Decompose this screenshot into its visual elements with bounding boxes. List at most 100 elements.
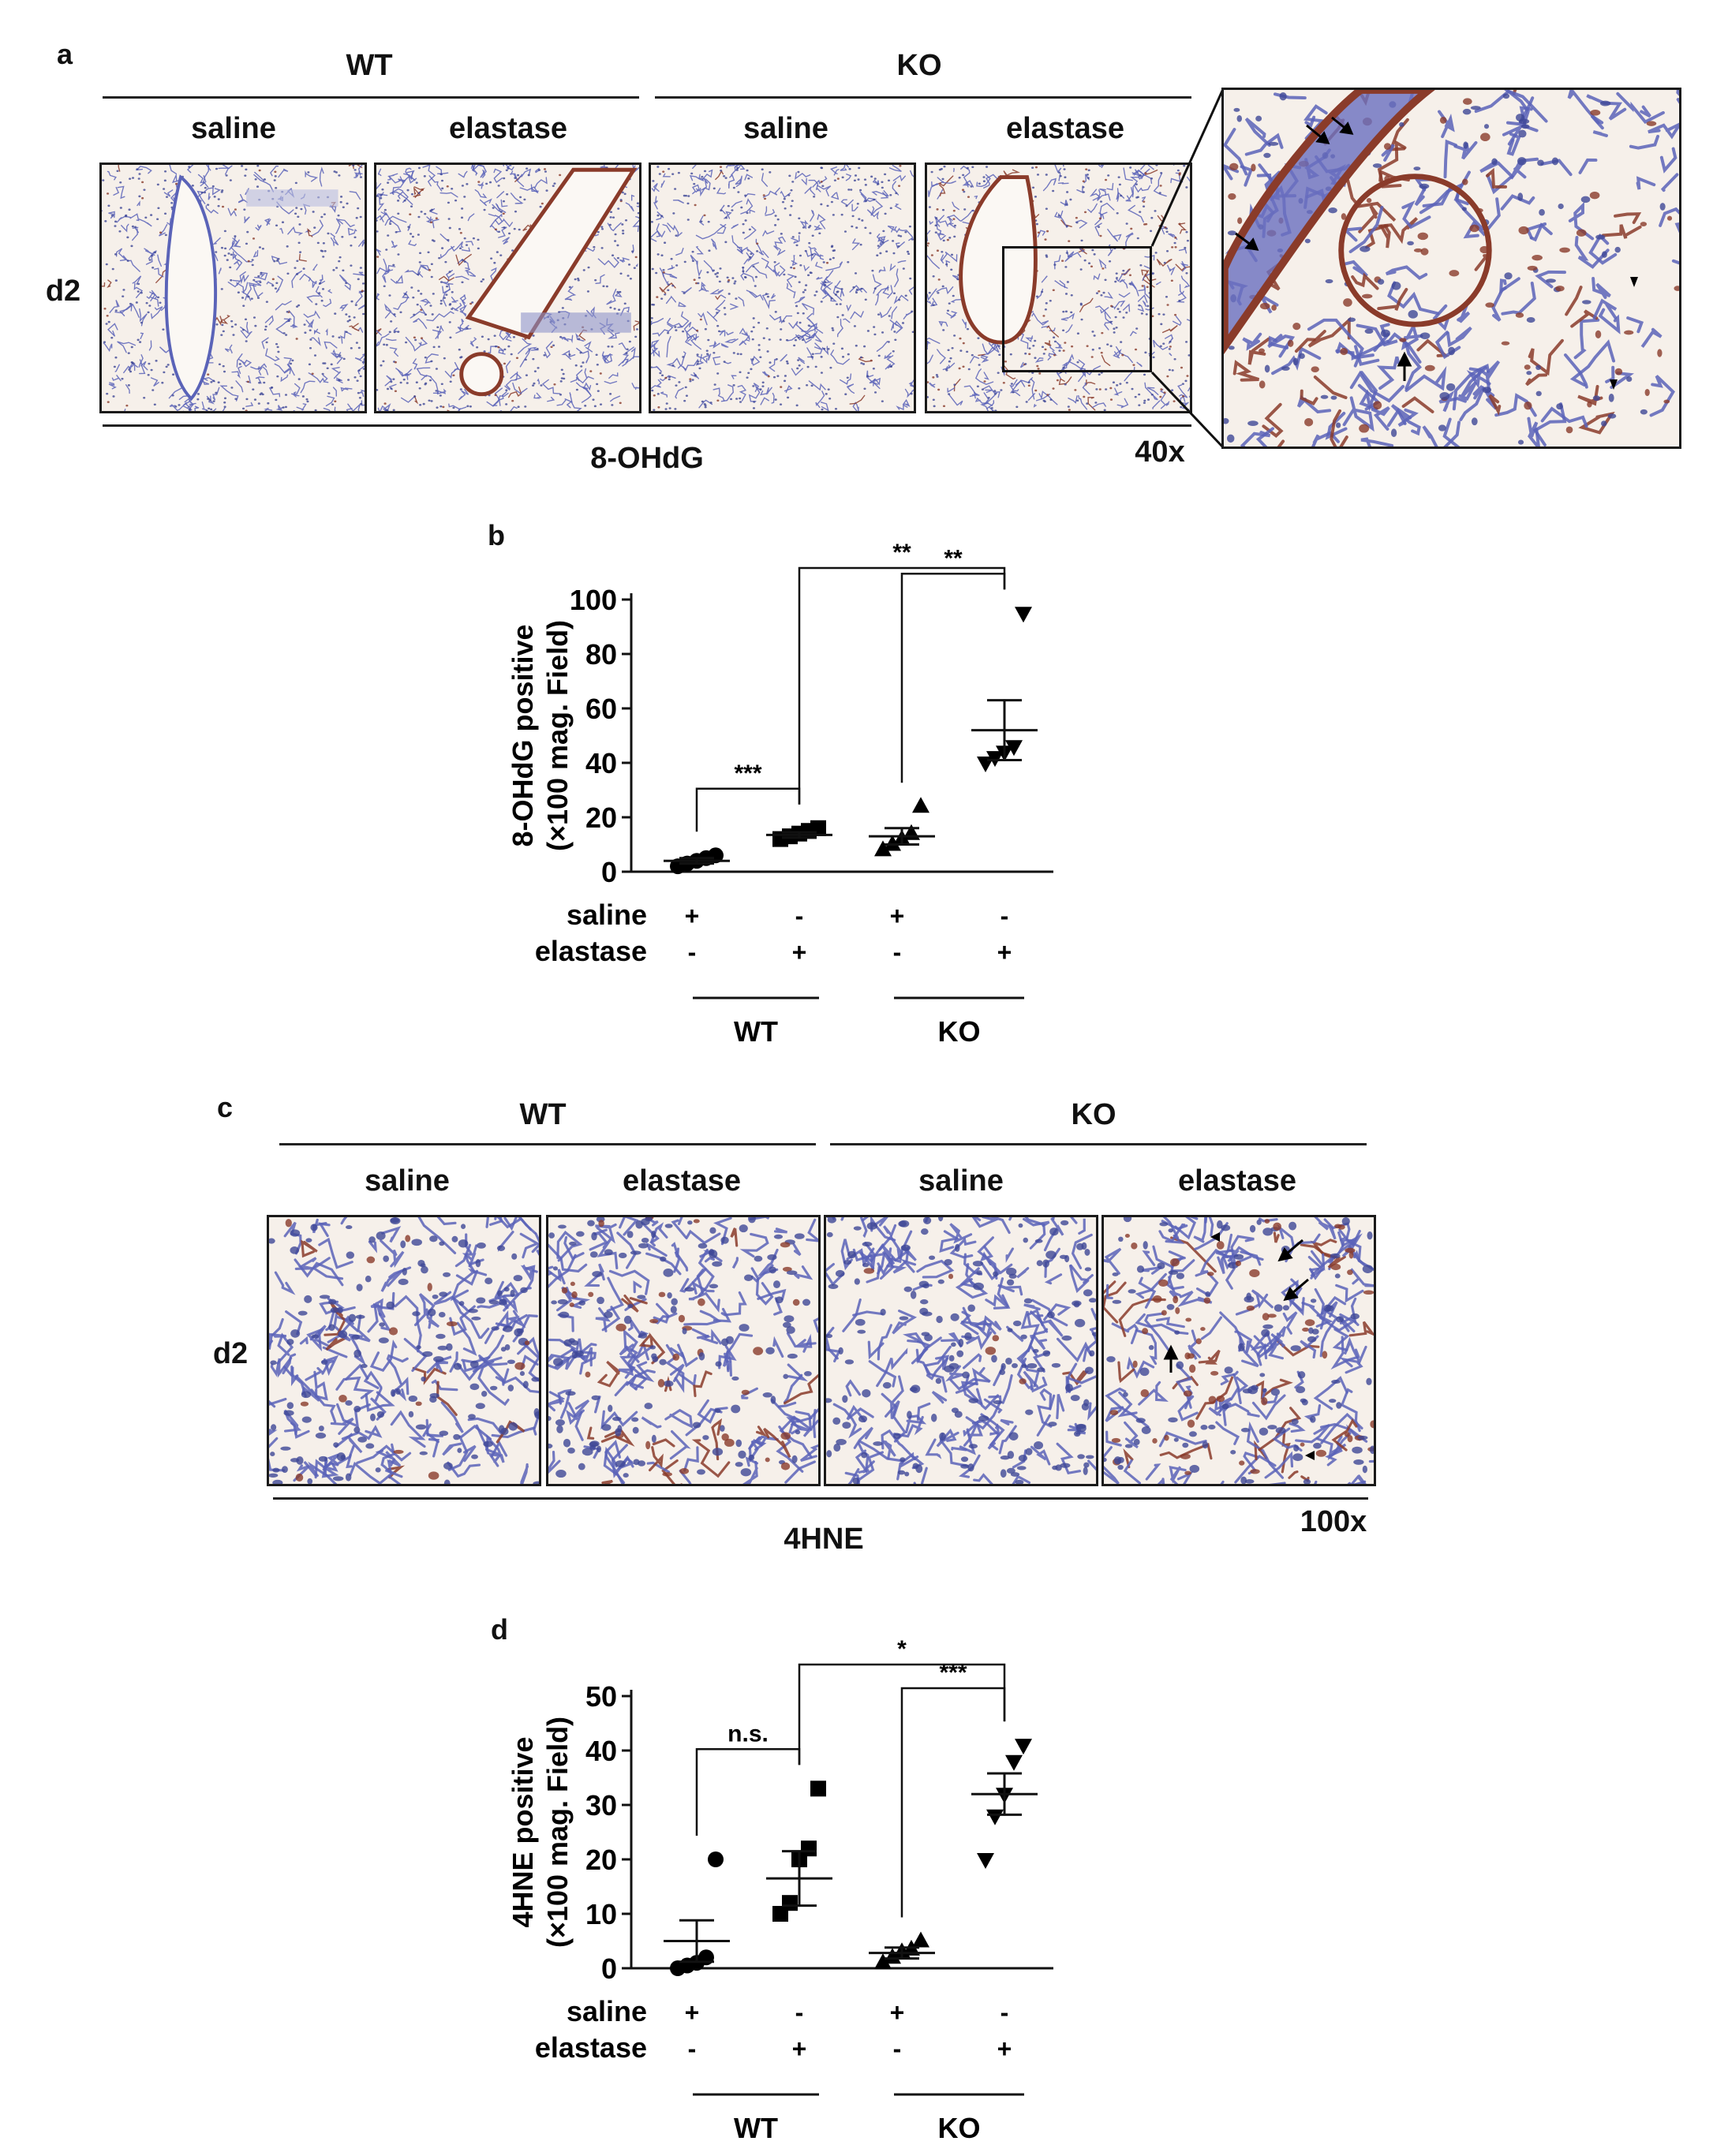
chart-4hne-saline-sign: + [685, 1998, 700, 2027]
panel-c-stain-line [273, 1497, 1368, 1500]
chart-4hne-ytick-label: 30 [585, 1789, 617, 1822]
chart-8ohdg-group-label: WT [734, 1015, 778, 1048]
chart-8ohdg-saline-sign: - [1000, 902, 1009, 930]
panel-a-magnification: 40x [1135, 435, 1185, 469]
chart-8ohdg-elastase-sign: - [688, 938, 697, 966]
micrograph-c-wt-saline [267, 1215, 541, 1486]
panel-a-ko-line [655, 96, 1191, 99]
chart-4hne-saline-sign: - [1000, 1998, 1009, 2027]
chart-8ohdg-point [1005, 740, 1023, 757]
chart-8ohdg-point [884, 835, 901, 851]
chart-4hne-ytick-label: 0 [601, 1952, 617, 1985]
micrograph-c-ko-saline [824, 1215, 1098, 1486]
panel-a-condition-4: elastase [1005, 112, 1125, 145]
chart-8ohdg-row-label: saline [567, 899, 647, 931]
panel-letter-c: c [217, 1091, 234, 1123]
chart-8ohdg-saline-sign: + [685, 902, 700, 930]
chart-4hne-sig-bracket [900, 1687, 1006, 1918]
panel-a-wt-line [103, 96, 639, 99]
micrograph-c-wt-elastase [546, 1215, 821, 1486]
micrograph-a-wt-saline [99, 163, 367, 413]
chart-8ohdg-point [708, 847, 724, 864]
chart-4hne-ylabel: 4HNE positive(×100 mag. Field) [507, 1717, 574, 1948]
chart-4hne-row-label: elastase [535, 2031, 647, 2064]
chart-4hne-sig-label: * [897, 1636, 907, 1662]
panel-a-group-ko: KO [896, 49, 942, 82]
chart-8ohdg-row-label: elastase [535, 935, 647, 967]
panel-a-row-label: d2 [45, 275, 81, 308]
chart-8ohdg-sig-bracket [695, 787, 801, 832]
panel-c-condition-3: saline [918, 1164, 1004, 1198]
panel-c-condition-1: saline [365, 1164, 450, 1198]
chart-8ohdg-ylabel: 8-OHdG positive(×100 mag. Field) [507, 620, 574, 851]
chart-4hne-elastase-sign: - [893, 2035, 902, 2063]
chart-8ohdg-sig-label: ** [892, 540, 911, 566]
chart-8ohdg-sig-bracket [798, 566, 1006, 805]
panel-c-group-ko: KO [1071, 1098, 1116, 1131]
chart-4hne-saline-sign: - [795, 1998, 804, 2027]
chart-4hne-point [1005, 1754, 1023, 1771]
chart-8ohdg-sig-label: *** [734, 760, 761, 787]
micrograph-a-wt-elastase [374, 163, 641, 413]
panel-c-ko-line [830, 1143, 1367, 1145]
chart-8ohdg-saline-sign: - [795, 902, 804, 930]
panel-c-condition-2: elastase [622, 1164, 742, 1198]
chart-8ohdg-point [903, 824, 920, 840]
panel-a-condition-1: saline [191, 112, 276, 145]
chart-4hne-plot: 0 10 20 30 40 50 4HNE positive(×100 mag. Field… [507, 1636, 1053, 2144]
chart-4hne-saline-sign: + [890, 1998, 905, 2027]
panel-letter-d: d [491, 1613, 508, 1646]
panel-a-stain: 8-OHdG [590, 442, 704, 475]
zoom-region-box [1002, 246, 1152, 372]
chart-4hne-ytick-label: 20 [585, 1844, 617, 1876]
panel-c-wt-line [279, 1143, 816, 1145]
chart-4hne-ytick-label: 40 [585, 1735, 617, 1767]
chart-4hne-point [1015, 1739, 1032, 1755]
micrograph-a-ko-elastase-zoom [1221, 88, 1681, 449]
chart-4hne-elastase-sign: - [688, 2035, 697, 2063]
panel-a-condition-2: elastase [448, 112, 568, 145]
chart-4hne-point [912, 1931, 929, 1948]
chart-4hne-point [782, 1895, 798, 1911]
chart-4hne-point [986, 1809, 1004, 1825]
chart-4hne-point [708, 1851, 724, 1867]
micrograph-a-ko-saline [649, 163, 916, 413]
chart-4hne-sig-label: n.s. [727, 1721, 769, 1747]
chart-4hne-sig-bracket [798, 1663, 1006, 1766]
panel-c-condition-4: elastase [1177, 1164, 1297, 1198]
chart-4hne-group-label: WT [734, 2112, 778, 2144]
chart-8ohdg-sig-label: ** [944, 545, 963, 571]
chart-8ohdg-plot: 0 20 40 60 80 100 8-OHdG positive(×100 mag. Fi… [507, 540, 1053, 1048]
chart-8ohdg-point [1015, 607, 1032, 623]
chart-8ohdg-elastase-sign: + [997, 938, 1012, 966]
panel-c-row-label: d2 [212, 1337, 249, 1370]
chart-8ohdg-elastase-sign: + [792, 938, 807, 966]
chart-4hne-sig-bracket [695, 1748, 801, 1836]
chart-4hne-group-label: KO [938, 2112, 981, 2144]
panel-a-condition-3: saline [743, 112, 828, 145]
micrograph-c-ko-elastase [1101, 1215, 1376, 1486]
chart-4hne-row-label: saline [567, 1995, 647, 2027]
chart-4hne-ytick-label: 50 [585, 1680, 617, 1713]
chart-4hne: 0 10 20 30 40 50 4HNE positive(×100 mag. Field… [507, 1636, 1053, 2144]
panel-a-stain-line [103, 424, 1191, 427]
chart-4hne-elastase-sign: + [997, 2035, 1012, 2063]
chart-4hne-point [810, 1780, 826, 1797]
chart-8ohdg-point [810, 820, 826, 836]
chart-8ohdg: 0 20 40 60 80 100 8-OHdG positive(×100 mag. Fi… [507, 540, 1053, 1048]
chart-4hne-point [977, 1853, 994, 1869]
panel-c-stain: 4HNE [784, 1523, 864, 1556]
chart-4hne-point [801, 1840, 817, 1857]
chart-8ohdg-elastase-sign: - [893, 938, 902, 966]
chart-4hne-ytick-label: 10 [585, 1898, 617, 1930]
chart-4hne-point [884, 1948, 901, 1964]
chart-8ohdg-point [874, 840, 892, 857]
panel-a-group-wt: WT [346, 49, 393, 82]
chart-8ohdg-ytick-label: 60 [585, 693, 617, 725]
panel-c-group-wt: WT [519, 1098, 567, 1131]
chart-4hne-elastase-sign: + [792, 2035, 807, 2063]
chart-8ohdg-group-label: KO [938, 1015, 981, 1048]
chart-8ohdg-saline-sign: + [890, 902, 905, 930]
chart-8ohdg-ytick-label: 100 [570, 584, 617, 616]
chart-8ohdg-point [912, 797, 929, 813]
